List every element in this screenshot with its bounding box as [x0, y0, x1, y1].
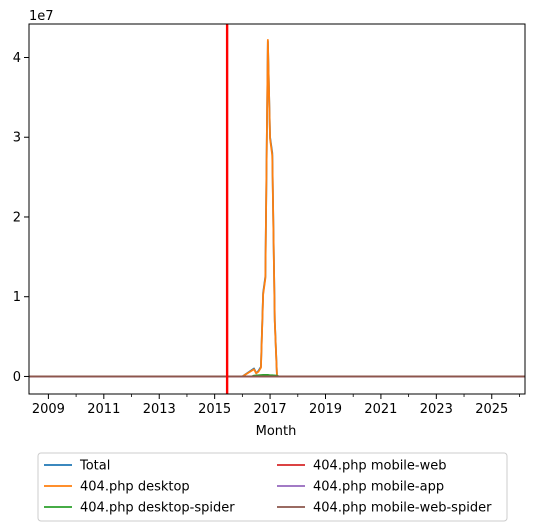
legend-label: Total: [79, 459, 110, 474]
x-tick-label: 2023: [420, 402, 453, 417]
y-tick-label: 2: [13, 210, 21, 225]
y-tick-label: 4: [13, 51, 21, 66]
legend-entry: 404.php mobile-web-spider: [277, 501, 492, 516]
legend: Total 404.php desktop 404.php desktop-spid…: [37, 452, 508, 522]
legend-label: 404.php mobile-app: [313, 480, 444, 495]
legend-label: 404.php desktop-spider: [80, 501, 235, 516]
legend-box: [37, 452, 508, 522]
x-tick-label: 2021: [364, 402, 397, 417]
series-line-1: [29, 39, 525, 378]
legend-entry: 404.php mobile-web: [277, 459, 447, 474]
y-axis: 0 1 2 3 4: [13, 51, 29, 385]
x-axis-label: Month: [256, 424, 297, 439]
legend-entry: 404.php desktop: [44, 480, 190, 495]
x-tick-label: 2013: [143, 402, 176, 417]
legend-label: 404.php mobile-web-spider: [313, 501, 492, 516]
plot-frame: [28, 23, 526, 395]
y-tick-label: 3: [13, 131, 21, 146]
plot-area: [28, 23, 526, 395]
x-tick-label: 2025: [475, 402, 508, 417]
legend-entry: 404.php mobile-app: [277, 480, 444, 495]
x-tick-label: 2017: [254, 402, 287, 417]
legend-entry: Total: [44, 459, 110, 474]
legend-label: 404.php desktop: [80, 480, 190, 495]
legend-entry: 404.php desktop-spider: [44, 501, 235, 516]
x-tick-label: 2019: [309, 402, 342, 417]
x-tick-label: 2011: [87, 402, 120, 417]
legend-label: 404.php mobile-web: [313, 459, 447, 474]
y-tick-label: 1: [13, 290, 21, 305]
x-tick-label: 2015: [198, 402, 231, 417]
series-line-0: [29, 40, 525, 378]
x-axis: 2009 2011 2013 2015 2017 2019 2021 2023 2025: [32, 394, 520, 417]
x-tick-label: 2009: [32, 402, 65, 417]
y-tick-label: 0: [13, 370, 21, 385]
y-axis-offset-label: 1e7: [29, 9, 54, 24]
